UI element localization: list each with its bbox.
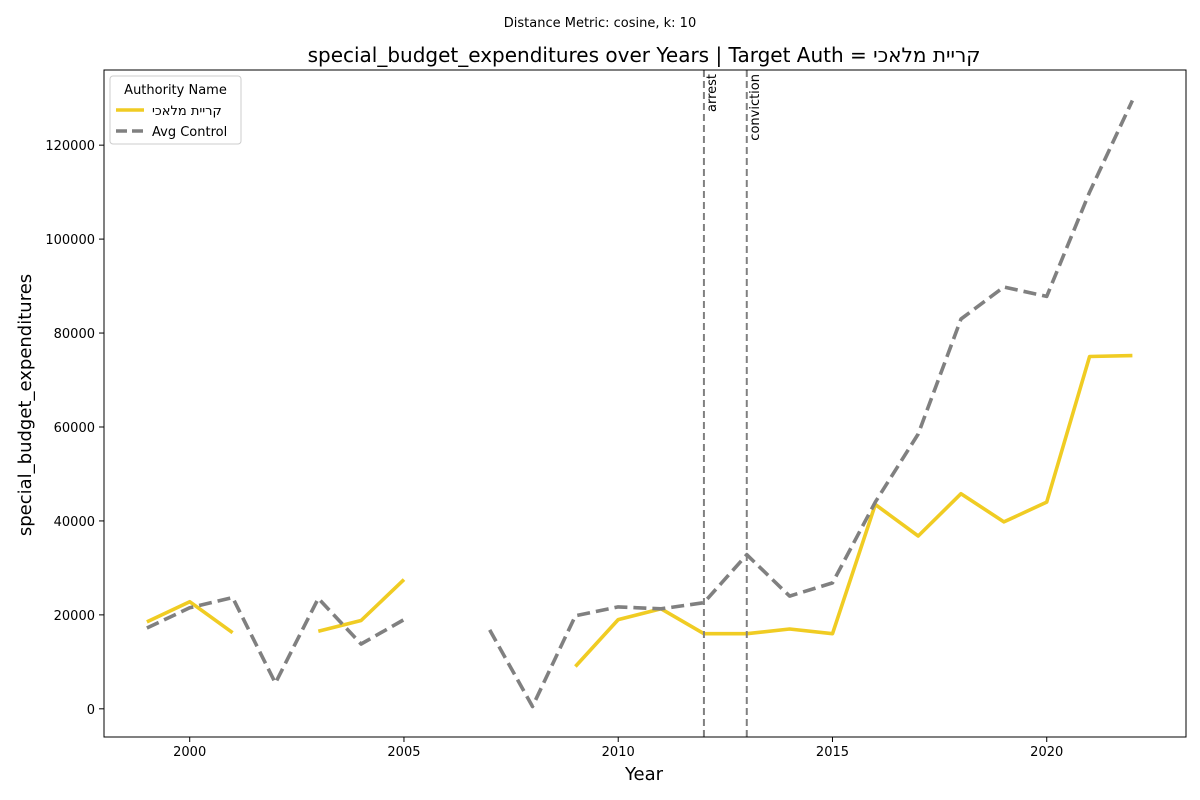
x-tick-label: 2020	[1030, 745, 1063, 760]
legend-entry-label: קריית מלאכי	[152, 104, 222, 119]
y-tick-label: 60000	[54, 421, 95, 436]
axes: 2000 2005 2010 2015 2020 0 20000 40000 60000 8000…	[45, 69, 1187, 760]
event-label-conviction: conviction	[748, 74, 763, 141]
x-tick-label: 2000	[173, 745, 206, 760]
figure-suptitle: Distance Metric: cosine, k: 10	[504, 16, 696, 31]
plot-area: arrest conviction	[146, 70, 1135, 737]
y-tick-label: 40000	[54, 515, 95, 530]
legend-box	[109, 75, 242, 145]
series-control	[146, 99, 1135, 709]
event-label-arrest: arrest	[705, 74, 720, 112]
x-axis-label: Year	[624, 764, 664, 785]
x-tick-label: 2015	[816, 745, 849, 760]
y-tick-label: 20000	[54, 609, 95, 624]
chart-title: special_budget_expenditures over Years |…	[308, 43, 981, 67]
series-line-segment	[146, 595, 405, 685]
y-tick-label: 80000	[54, 327, 95, 342]
x-tick-label: 2005	[387, 745, 420, 760]
axes-frame	[103, 69, 1187, 738]
y-tick-label: 0	[87, 703, 95, 718]
y-tick-label: 120000	[45, 139, 95, 154]
y-axis-label: special_budget_expenditures	[15, 274, 36, 536]
series-line-segment	[574, 353, 1133, 668]
y-tick-label: 100000	[45, 233, 95, 248]
x-tick-label: 2010	[602, 745, 635, 760]
series-line-segment	[146, 599, 234, 635]
legend-title: Authority Name	[124, 83, 227, 98]
legend-entry-label: Avg Control	[152, 125, 227, 140]
series-line-segment	[488, 99, 1135, 709]
series-target	[146, 353, 1133, 668]
series-line-segment	[317, 578, 406, 634]
legend: Authority Name קריית מלאכי Avg Control	[109, 75, 242, 145]
